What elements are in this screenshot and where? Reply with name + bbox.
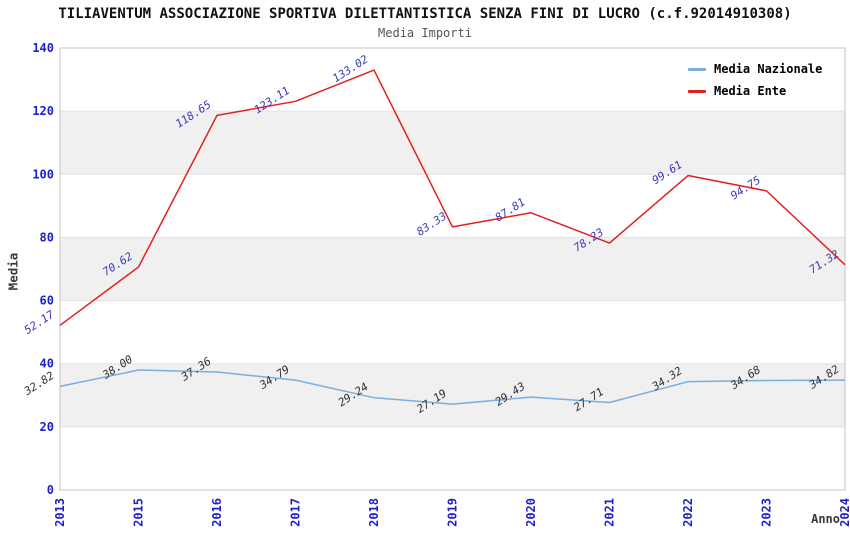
x-tick-label: 2024 — [838, 498, 850, 527]
x-axis-title: Anno — [811, 512, 840, 526]
data-point-label: 87.81 — [493, 195, 528, 224]
y-tick-label: 120 — [32, 104, 54, 118]
x-tick-label: 2023 — [760, 498, 774, 527]
x-tick-label: 2021 — [603, 498, 617, 527]
legend-label: Media Nazionale — [714, 62, 823, 76]
y-tick-label: 20 — [40, 420, 54, 434]
y-tick-label: 100 — [32, 167, 54, 181]
y-tick-label: 80 — [40, 230, 54, 244]
y-tick-label: 140 — [32, 41, 54, 55]
x-tick-label: 2013 — [53, 498, 67, 527]
y-tick-label: 60 — [40, 294, 54, 308]
legend-item-media-nazionale: Media Nazionale — [688, 62, 822, 76]
plot-band — [60, 237, 845, 301]
legend-item-media-ente: Media Ente — [688, 84, 822, 98]
series-line-0 — [59, 369, 846, 405]
x-tick-label: 2022 — [681, 498, 695, 527]
plot-band — [60, 111, 845, 175]
legend-line-icon — [688, 67, 706, 71]
y-tick-label: 0 — [47, 483, 54, 497]
chart-subtitle: Media Importi — [378, 26, 472, 40]
data-point-label: 83.33 — [414, 210, 449, 239]
legend-label: Media Ente — [714, 84, 787, 98]
x-tick-label: 2015 — [132, 498, 146, 527]
plot-band — [60, 363, 845, 427]
x-tick-label: 2019 — [446, 498, 460, 527]
x-tick-label: 2016 — [210, 498, 224, 527]
chart-title: TILIAVENTUM ASSOCIAZIONE SPORTIVA DILETT… — [58, 6, 792, 22]
data-point-label: 133.02 — [330, 52, 371, 85]
plot-border — [59, 47, 846, 491]
x-tick-label: 2020 — [524, 498, 538, 527]
data-point-label: 94.75 — [728, 173, 763, 202]
y-tick-label: 40 — [40, 357, 54, 371]
data-point-label: 32.82 — [21, 369, 57, 399]
x-tick-label: 2018 — [367, 498, 381, 527]
chart-legend: Media Nazionale Media Ente — [688, 62, 822, 98]
legend-line-icon — [688, 89, 706, 93]
data-point-label: 52.17 — [22, 308, 57, 337]
series-line-1 — [59, 69, 846, 326]
x-tick-label: 2017 — [289, 498, 303, 527]
